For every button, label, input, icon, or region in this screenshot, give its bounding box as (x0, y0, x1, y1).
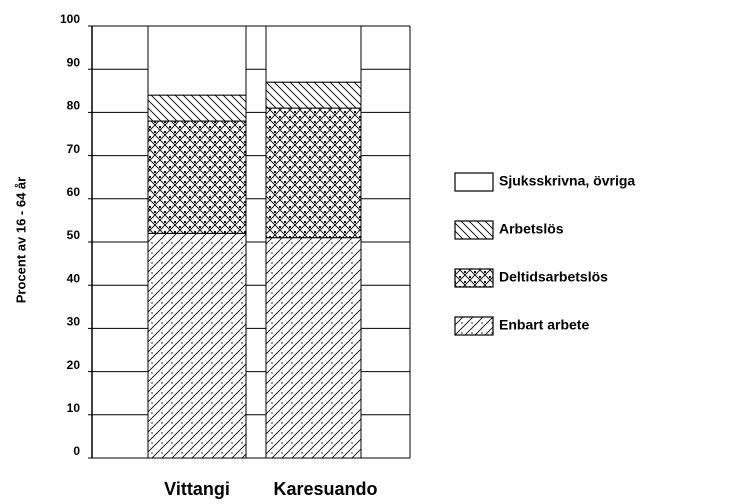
y-tick-label: 80 (67, 99, 81, 113)
y-axis-title: Procent av 16 - 64 år (13, 177, 28, 303)
bar-segment (265, 237, 362, 459)
y-tick-label: 70 (67, 142, 81, 156)
y-tick-label: 60 (67, 185, 81, 199)
y-tick-label: 20 (67, 358, 81, 372)
x-tick-label: Karesuando (273, 479, 377, 499)
bar-segment (147, 232, 247, 459)
y-tick-label: 30 (67, 315, 81, 329)
legend-label: Deltidsarbetslös (499, 269, 608, 285)
legend-label: Sjuksskrivna, övriga (499, 173, 635, 189)
legend-swatch (454, 316, 494, 336)
bar-segment (265, 107, 362, 239)
bar-segment (147, 120, 247, 234)
y-tick-label: 0 (73, 444, 80, 458)
y-tick-label: 100 (60, 12, 80, 26)
legend-label: Arbetslös (499, 221, 564, 237)
y-tick-label: 40 (67, 271, 81, 285)
legend-label: Enbart arbete (499, 317, 589, 333)
bar-segment (147, 25, 247, 96)
y-tick-label: 90 (67, 55, 81, 69)
bar-segment (147, 94, 247, 122)
legend-swatch (454, 172, 494, 192)
y-tick-label: 10 (67, 401, 81, 415)
bar-segment (265, 81, 362, 109)
y-tick-label: 50 (67, 228, 81, 242)
bar-segment (265, 25, 362, 83)
legend-swatch (454, 220, 494, 240)
x-tick-label: Vittangi (164, 479, 230, 499)
legend-swatch (454, 268, 494, 288)
